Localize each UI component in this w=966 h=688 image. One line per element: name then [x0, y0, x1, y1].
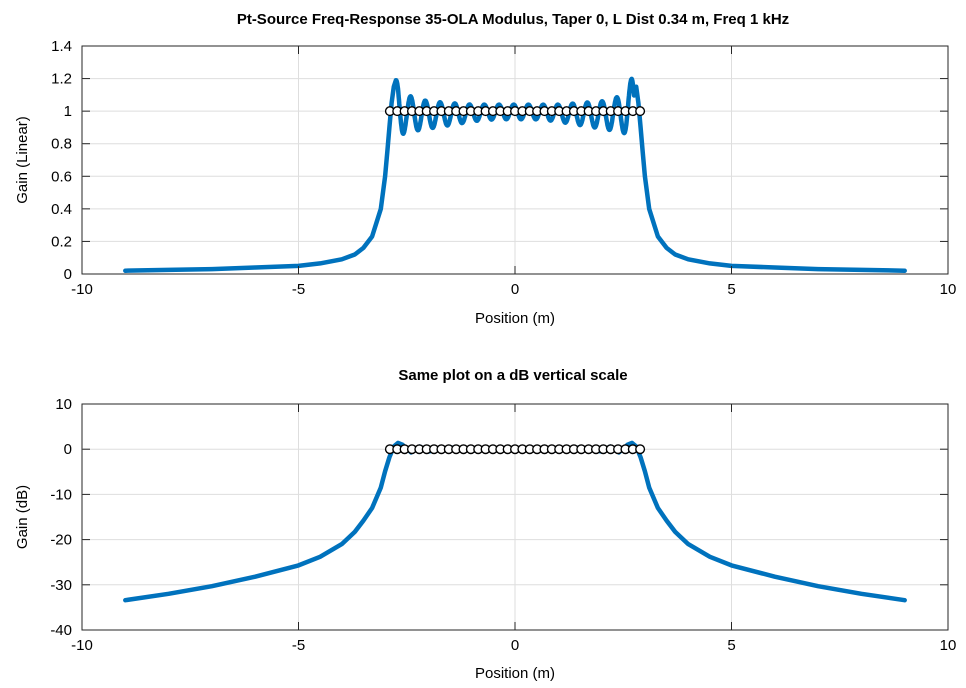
- chart-title-db: Same plot on a dB vertical scale: [398, 367, 627, 384]
- y-tick-label: 0.6: [51, 168, 72, 185]
- y-tick-label: -20: [50, 532, 72, 549]
- y-tick-label: 0: [64, 441, 72, 458]
- source-markers-linear: [384, 106, 646, 117]
- chart-db: Same plot on a dB vertical scale -10 -5 0 5…: [14, 367, 956, 682]
- y-tick-label: 0: [64, 266, 72, 283]
- y-ticks-linear: 0 0.2 0.4 0.6 0.8 1 1.2 1.4: [51, 38, 948, 283]
- y-axis-label-db: Gain (dB): [14, 485, 31, 549]
- source-marker: [635, 106, 646, 117]
- y-tick-label: 0.4: [51, 201, 72, 218]
- y-axis-label-linear: Gain (Linear): [14, 116, 31, 204]
- y-tick-label: 1.4: [51, 38, 72, 55]
- x-tick-label: 0: [511, 281, 519, 298]
- grid-linear: [82, 46, 948, 274]
- series-line: [123, 76, 907, 273]
- chart-title-linear: Pt-Source Freq-Response 35-OLA Modulus, …: [237, 11, 789, 28]
- y-tick-label: 10: [55, 396, 72, 413]
- y-ticks-db: -40 -30 -20 -10 0 10: [50, 396, 948, 639]
- y-tick-label: -10: [50, 486, 72, 503]
- y-tick-label: 1.2: [51, 71, 72, 88]
- x-tick-label: -5: [292, 281, 305, 298]
- x-tick-label: -5: [292, 637, 305, 654]
- y-tick-label: 1: [64, 103, 72, 120]
- y-tick-label: -40: [50, 622, 72, 639]
- y-tick-label: 0.2: [51, 233, 72, 250]
- source-marker: [635, 444, 646, 455]
- x-tick-label: 5: [727, 281, 735, 298]
- x-tick-label: 10: [940, 281, 957, 298]
- x-tick-label: -10: [71, 637, 93, 654]
- chart-linear: Pt-Source Freq-Response 35-OLA Modulus, …: [14, 11, 956, 327]
- x-tick-label: 10: [940, 637, 957, 654]
- source-markers-db: [384, 444, 646, 455]
- x-axis-label-db: Position (m): [475, 665, 555, 682]
- y-tick-label: 0.8: [51, 136, 72, 153]
- y-tick-label: -30: [50, 577, 72, 594]
- series-linear: [123, 76, 907, 273]
- x-tick-label: 5: [727, 637, 735, 654]
- x-axis-label-linear: Position (m): [475, 310, 555, 327]
- x-tick-label: -10: [71, 281, 93, 298]
- x-ticks-db: -10 -5 0 5 10: [71, 404, 956, 654]
- x-tick-label: 0: [511, 637, 519, 654]
- x-ticks-linear: -10 -5 0 5 10: [71, 46, 956, 298]
